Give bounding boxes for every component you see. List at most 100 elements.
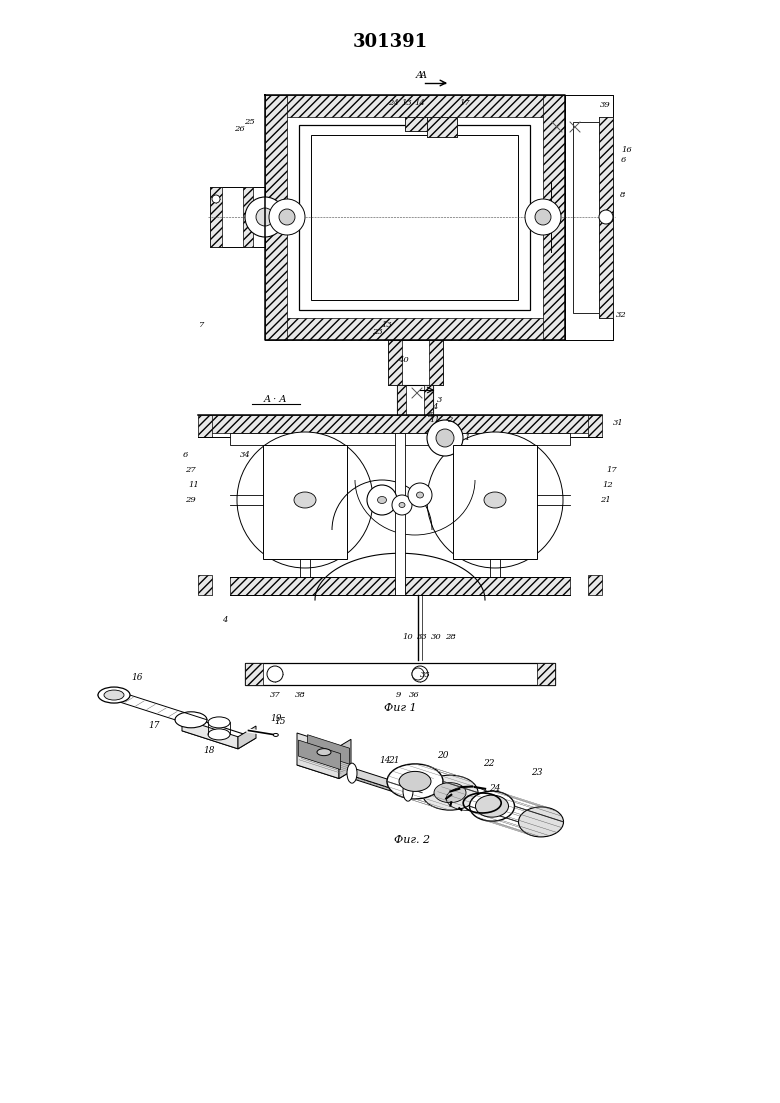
Text: 12: 12 bbox=[603, 481, 613, 489]
Text: A: A bbox=[417, 71, 424, 79]
Ellipse shape bbox=[434, 783, 466, 803]
Bar bbox=[210, 188, 222, 247]
Text: 15: 15 bbox=[275, 717, 286, 726]
Circle shape bbox=[392, 495, 412, 515]
Ellipse shape bbox=[422, 775, 478, 810]
Ellipse shape bbox=[294, 492, 316, 508]
Text: Фиг. 2: Фиг. 2 bbox=[394, 835, 430, 845]
Bar bbox=[405, 117, 427, 131]
Circle shape bbox=[245, 197, 285, 237]
Polygon shape bbox=[297, 733, 339, 779]
Bar bbox=[397, 385, 406, 420]
Circle shape bbox=[279, 208, 295, 225]
Circle shape bbox=[277, 472, 333, 528]
Text: 31: 31 bbox=[612, 419, 623, 427]
Circle shape bbox=[269, 199, 305, 235]
Bar bbox=[245, 663, 555, 685]
Bar bbox=[230, 577, 570, 595]
Text: 13: 13 bbox=[381, 321, 392, 329]
Text: 26: 26 bbox=[234, 125, 244, 133]
Text: 6: 6 bbox=[620, 156, 626, 164]
Bar bbox=[263, 445, 347, 559]
Ellipse shape bbox=[98, 687, 130, 703]
Text: 23: 23 bbox=[371, 328, 382, 336]
Text: 28: 28 bbox=[445, 633, 456, 641]
Ellipse shape bbox=[208, 717, 230, 728]
Circle shape bbox=[535, 208, 551, 225]
Text: 30: 30 bbox=[431, 633, 441, 641]
Text: 7: 7 bbox=[200, 321, 204, 329]
Bar bbox=[198, 415, 212, 437]
Text: 35: 35 bbox=[420, 671, 431, 679]
Bar bbox=[599, 117, 613, 318]
Bar bbox=[573, 122, 605, 313]
Ellipse shape bbox=[104, 690, 124, 700]
Bar bbox=[395, 577, 405, 595]
Bar bbox=[427, 117, 457, 137]
Polygon shape bbox=[353, 769, 410, 794]
Text: 8: 8 bbox=[620, 191, 626, 199]
Text: 17: 17 bbox=[459, 99, 470, 107]
Polygon shape bbox=[182, 719, 238, 749]
Bar bbox=[565, 95, 613, 122]
Bar bbox=[397, 385, 433, 420]
Bar bbox=[405, 117, 427, 131]
Text: 14: 14 bbox=[415, 99, 425, 107]
Bar bbox=[265, 318, 565, 340]
Text: 38: 38 bbox=[295, 690, 306, 699]
Ellipse shape bbox=[484, 492, 506, 508]
Bar bbox=[599, 117, 613, 318]
Polygon shape bbox=[350, 777, 410, 796]
Bar bbox=[265, 95, 287, 340]
Text: 9: 9 bbox=[395, 690, 401, 699]
Bar bbox=[198, 575, 212, 595]
Bar bbox=[210, 415, 590, 433]
Text: 33: 33 bbox=[417, 633, 427, 641]
Text: 6: 6 bbox=[183, 451, 188, 459]
Text: 22: 22 bbox=[484, 759, 495, 768]
Ellipse shape bbox=[403, 781, 413, 801]
Text: 24: 24 bbox=[388, 99, 399, 107]
Text: 4: 4 bbox=[222, 615, 228, 624]
Text: 19: 19 bbox=[270, 715, 282, 724]
Text: 23: 23 bbox=[531, 768, 543, 777]
Text: 32: 32 bbox=[615, 311, 626, 319]
Text: A · A: A · A bbox=[264, 396, 287, 405]
Circle shape bbox=[427, 432, 563, 568]
Bar bbox=[395, 433, 405, 595]
Text: 21: 21 bbox=[388, 756, 399, 765]
Bar bbox=[453, 445, 537, 559]
Circle shape bbox=[212, 195, 220, 203]
Polygon shape bbox=[339, 739, 351, 779]
Text: 11: 11 bbox=[430, 416, 441, 424]
Ellipse shape bbox=[347, 763, 357, 783]
Text: 24: 24 bbox=[490, 784, 501, 793]
Circle shape bbox=[436, 429, 454, 447]
Bar bbox=[388, 340, 402, 385]
Bar bbox=[311, 135, 518, 300]
Polygon shape bbox=[299, 740, 341, 770]
Text: 1: 1 bbox=[464, 433, 470, 442]
Bar bbox=[405, 420, 425, 432]
Ellipse shape bbox=[208, 729, 230, 740]
Bar bbox=[299, 125, 530, 310]
Bar bbox=[388, 340, 443, 385]
Text: Фиг 1: Фиг 1 bbox=[384, 703, 417, 713]
Bar bbox=[405, 420, 411, 432]
Text: 25: 25 bbox=[243, 118, 254, 126]
Text: 10: 10 bbox=[402, 633, 413, 641]
Bar bbox=[565, 95, 613, 340]
Bar bbox=[245, 663, 263, 685]
Text: 301391: 301391 bbox=[353, 33, 427, 51]
Polygon shape bbox=[182, 720, 256, 749]
Text: 4: 4 bbox=[432, 403, 438, 411]
Ellipse shape bbox=[470, 791, 515, 821]
Text: 17: 17 bbox=[148, 721, 160, 730]
Text: 37: 37 bbox=[270, 690, 280, 699]
Bar bbox=[210, 188, 265, 247]
Ellipse shape bbox=[417, 492, 424, 497]
Text: 17: 17 bbox=[607, 465, 618, 474]
Ellipse shape bbox=[519, 807, 563, 837]
Circle shape bbox=[367, 485, 397, 515]
Text: 5: 5 bbox=[427, 411, 433, 419]
